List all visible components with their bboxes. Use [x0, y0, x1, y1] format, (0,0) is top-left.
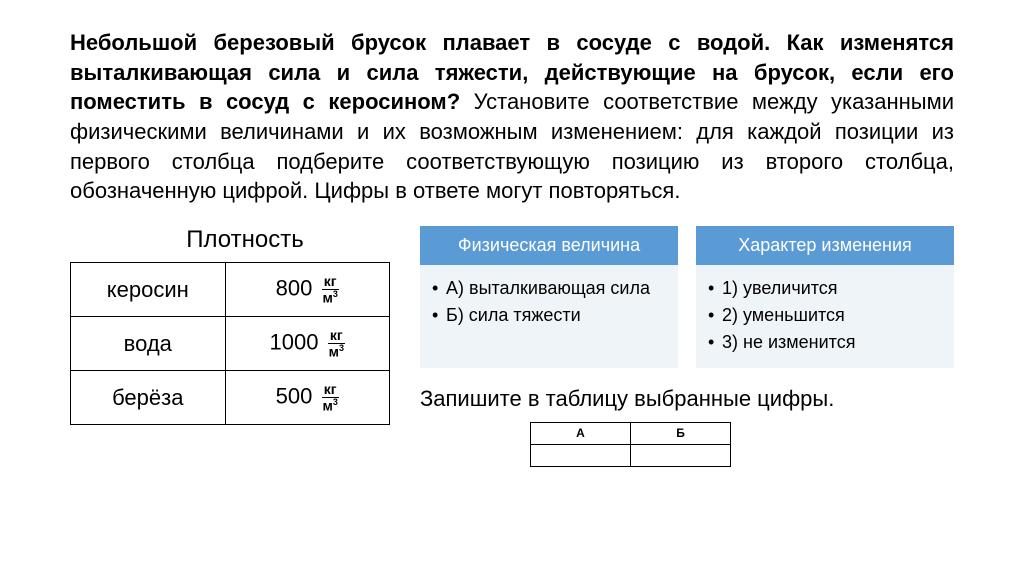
density-title: Плотность	[100, 226, 390, 254]
density-block: Плотность керосин 800 кг м3 вода 1000 кг	[70, 226, 390, 425]
answer-header-row: А Б	[531, 422, 731, 444]
list-item: Б) сила тяжести	[430, 302, 668, 329]
card-header: Физическая величина	[420, 226, 678, 265]
instruction-text: Запишите в таблицу выбранные цифры.	[420, 386, 954, 412]
answer-header-b: Б	[631, 422, 731, 444]
list-item: А) выталкивающая сила	[430, 275, 668, 302]
card-header: Характер изменения	[696, 226, 954, 265]
answer-cell-b[interactable]	[631, 444, 731, 466]
answer-cell-a[interactable]	[531, 444, 631, 466]
table-row: берёза 500 кг м3	[71, 371, 390, 425]
list-item: 1) увеличится	[706, 275, 944, 302]
cards-row: Физическая величина А) выталкивающая сил…	[420, 226, 954, 368]
unit-fraction: кг м3	[322, 274, 339, 305]
answer-table: А Б	[530, 422, 731, 467]
density-name: керосин	[71, 263, 226, 317]
density-name: вода	[71, 317, 226, 371]
list-item: 3) не изменится	[706, 329, 944, 356]
answer-header-a: А	[531, 422, 631, 444]
right-column: Физическая величина А) выталкивающая сил…	[420, 226, 954, 467]
answer-input-row	[531, 444, 731, 466]
lower-section: Плотность керосин 800 кг м3 вода 1000 кг	[70, 226, 954, 467]
table-row: керосин 800 кг м3	[71, 263, 390, 317]
density-value: 800 кг м3	[225, 263, 389, 317]
table-row: вода 1000 кг м3	[71, 317, 390, 371]
card-physical-quantity: Физическая величина А) выталкивающая сил…	[420, 226, 678, 368]
unit-fraction: кг м3	[328, 328, 345, 359]
density-value: 1000 кг м3	[225, 317, 389, 371]
card-body: А) выталкивающая сила Б) сила тяжести	[420, 265, 678, 341]
density-name: берёза	[71, 371, 226, 425]
unit-fraction: кг м3	[322, 382, 339, 413]
card-body: 1) увеличится 2) уменьшится 3) не измени…	[696, 265, 954, 368]
density-value: 500 кг м3	[225, 371, 389, 425]
question-text: Небольшой березовый брусок плавает в сос…	[70, 28, 954, 206]
density-table: керосин 800 кг м3 вода 1000 кг м3	[70, 262, 390, 425]
list-item: 2) уменьшится	[706, 302, 944, 329]
card-change-nature: Характер изменения 1) увеличится 2) умен…	[696, 226, 954, 368]
